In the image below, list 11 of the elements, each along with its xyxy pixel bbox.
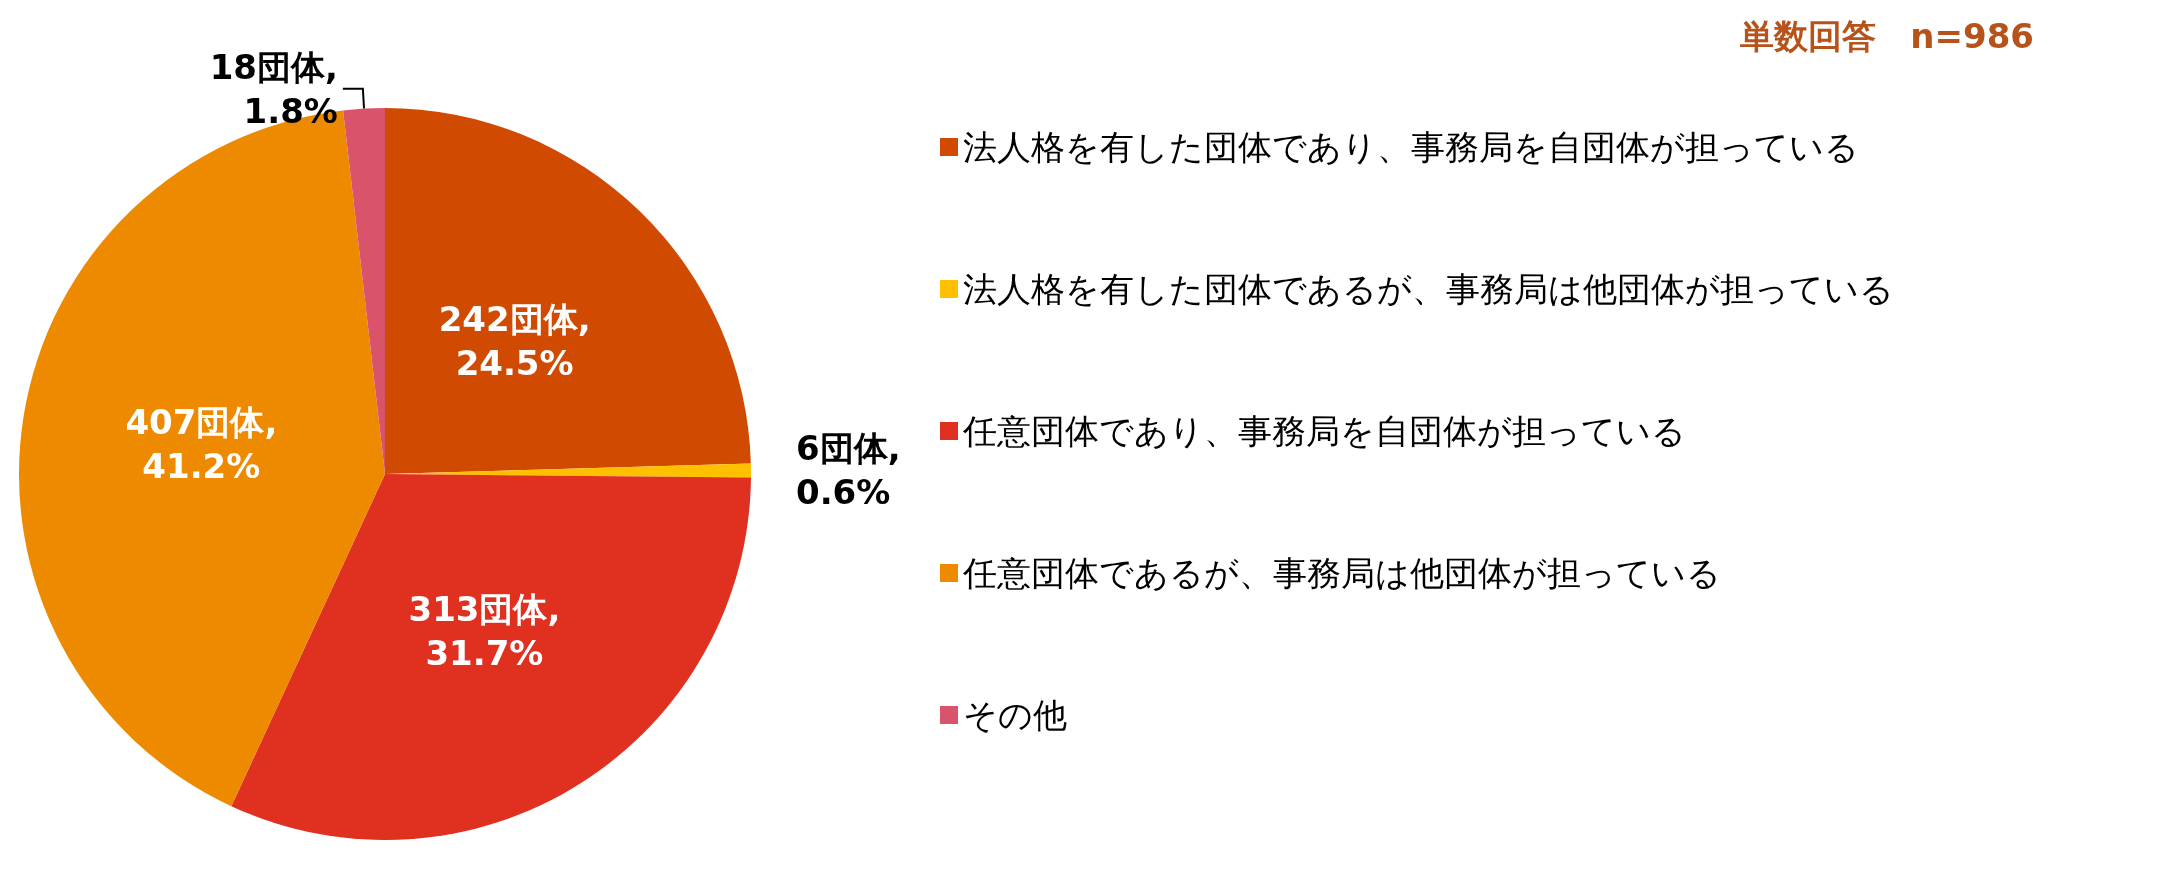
chart-title: 単数回答 n=986 [1740,16,2035,56]
data-label: 407団体, 41.2% [125,402,278,487]
data-label: 6団体, 0.6% [795,428,901,513]
data-label: 18団体, 1.8% [209,46,338,131]
legend-label: 任意団体であるが、事務局は他団体が担っている [962,553,1721,593]
legend-label: 法人格を有した団体であるが、事務局は他団体が担っている [963,269,1894,309]
legend-label: 法人格を有した団体であり、事務局を自団体が担っている [963,127,1859,167]
legend-label: 任意団体であり、事務局を自団体が担っている [962,411,1686,451]
data-label: 313団体, 31.7% [408,589,561,674]
legend-label: その他 [963,695,1067,735]
data-label: 242団体, 24.5% [438,298,591,383]
